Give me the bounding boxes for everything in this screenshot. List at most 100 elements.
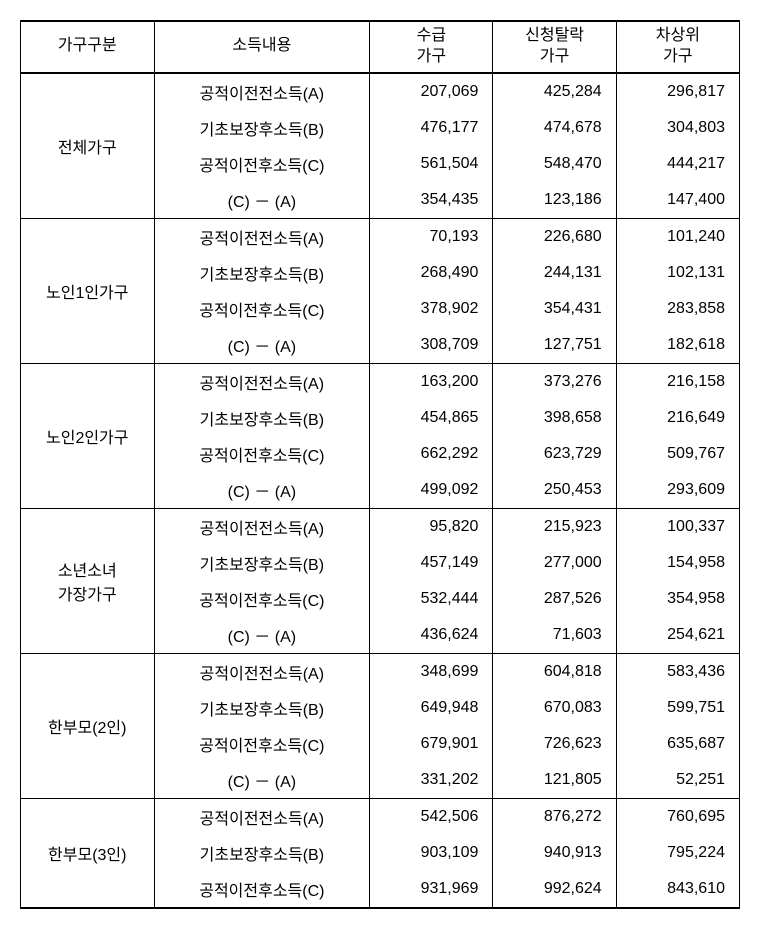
value-cell: 635,687 bbox=[616, 726, 739, 762]
col-header-rejected: 신청탈락가구 bbox=[493, 21, 616, 73]
income-label-cell: 공적이전전소득(A) bbox=[154, 218, 370, 255]
value-cell: 444,217 bbox=[616, 146, 739, 182]
value-cell: 795,224 bbox=[616, 835, 739, 871]
income-label-cell: 공적이전전소득(A) bbox=[154, 653, 370, 690]
income-label-cell: 기초보장후소득(B) bbox=[154, 690, 370, 726]
value-cell: 226,680 bbox=[493, 218, 616, 255]
value-cell: 474,678 bbox=[493, 110, 616, 146]
income-label-cell: 공적이전전소득(A) bbox=[154, 363, 370, 400]
category-cell: 전체가구 bbox=[21, 73, 155, 219]
value-cell: 662,292 bbox=[370, 436, 493, 472]
value-cell: 163,200 bbox=[370, 363, 493, 400]
value-cell: 457,149 bbox=[370, 545, 493, 581]
col-header-recipient: 수급가구 bbox=[370, 21, 493, 73]
value-cell: 532,444 bbox=[370, 581, 493, 617]
income-label-cell: (C) － (A) bbox=[154, 617, 370, 654]
value-cell: 378,902 bbox=[370, 291, 493, 327]
value-cell: 670,083 bbox=[493, 690, 616, 726]
value-cell: 70,193 bbox=[370, 218, 493, 255]
income-label-cell: 기초보장후소득(B) bbox=[154, 400, 370, 436]
value-cell: 425,284 bbox=[493, 73, 616, 110]
value-cell: 101,240 bbox=[616, 218, 739, 255]
value-cell: 254,621 bbox=[616, 617, 739, 654]
table-row: 노인1인가구공적이전전소득(A)70,193226,680101,240 bbox=[21, 218, 740, 255]
income-label-cell: 공적이전후소득(C) bbox=[154, 146, 370, 182]
value-cell: 843,610 bbox=[616, 871, 739, 908]
income-label-cell: 기초보장후소득(B) bbox=[154, 255, 370, 291]
category-cell: 한부모(2인) bbox=[21, 653, 155, 798]
value-cell: 760,695 bbox=[616, 798, 739, 835]
col-header-income: 소득내용 bbox=[154, 21, 370, 73]
value-cell: 95,820 bbox=[370, 508, 493, 545]
value-cell: 398,658 bbox=[493, 400, 616, 436]
value-cell: 147,400 bbox=[616, 182, 739, 219]
value-cell: 992,624 bbox=[493, 871, 616, 908]
value-cell: 52,251 bbox=[616, 762, 739, 799]
value-cell: 331,202 bbox=[370, 762, 493, 799]
category-cell: 노인2인가구 bbox=[21, 363, 155, 508]
income-label-cell: 공적이전후소득(C) bbox=[154, 581, 370, 617]
value-cell: 561,504 bbox=[370, 146, 493, 182]
table-row: 노인2인가구공적이전전소득(A)163,200373,276216,158 bbox=[21, 363, 740, 400]
income-label-cell: 공적이전전소득(A) bbox=[154, 73, 370, 110]
income-label-cell: 공적이전후소득(C) bbox=[154, 726, 370, 762]
value-cell: 903,109 bbox=[370, 835, 493, 871]
income-label-cell: (C) － (A) bbox=[154, 182, 370, 219]
table-header: 가구구분 소득내용 수급가구 신청탈락가구 차상위가구 bbox=[21, 21, 740, 73]
income-label-cell: 기초보장후소득(B) bbox=[154, 835, 370, 871]
value-cell: 123,186 bbox=[493, 182, 616, 219]
value-cell: 623,729 bbox=[493, 436, 616, 472]
income-label-cell: 공적이전후소득(C) bbox=[154, 871, 370, 908]
value-cell: 940,913 bbox=[493, 835, 616, 871]
value-cell: 71,603 bbox=[493, 617, 616, 654]
value-cell: 100,337 bbox=[616, 508, 739, 545]
value-cell: 542,506 bbox=[370, 798, 493, 835]
income-label-cell: (C) － (A) bbox=[154, 472, 370, 509]
income-table: 가구구분 소득내용 수급가구 신청탈락가구 차상위가구 전체가구공적이전전소득(… bbox=[20, 20, 740, 909]
value-cell: 509,767 bbox=[616, 436, 739, 472]
income-label-cell: (C) － (A) bbox=[154, 762, 370, 799]
value-cell: 931,969 bbox=[370, 871, 493, 908]
category-cell: 한부모(3인) bbox=[21, 798, 155, 908]
value-cell: 268,490 bbox=[370, 255, 493, 291]
value-cell: 649,948 bbox=[370, 690, 493, 726]
category-cell: 노인1인가구 bbox=[21, 218, 155, 363]
col-header-category: 가구구분 bbox=[21, 21, 155, 73]
value-cell: 348,699 bbox=[370, 653, 493, 690]
value-cell: 476,177 bbox=[370, 110, 493, 146]
table-body: 전체가구공적이전전소득(A)207,069425,284296,817기초보장후… bbox=[21, 73, 740, 908]
table-row: 전체가구공적이전전소득(A)207,069425,284296,817 bbox=[21, 73, 740, 110]
value-cell: 182,618 bbox=[616, 327, 739, 364]
income-label-cell: 기초보장후소득(B) bbox=[154, 545, 370, 581]
value-cell: 604,818 bbox=[493, 653, 616, 690]
value-cell: 215,923 bbox=[493, 508, 616, 545]
value-cell: 216,158 bbox=[616, 363, 739, 400]
value-cell: 436,624 bbox=[370, 617, 493, 654]
value-cell: 121,805 bbox=[493, 762, 616, 799]
income-label-cell: 기초보장후소득(B) bbox=[154, 110, 370, 146]
income-label-cell: 공적이전전소득(A) bbox=[154, 508, 370, 545]
income-label-cell: (C) － (A) bbox=[154, 327, 370, 364]
value-cell: 216,649 bbox=[616, 400, 739, 436]
income-label-cell: 공적이전전소득(A) bbox=[154, 798, 370, 835]
value-cell: 287,526 bbox=[493, 581, 616, 617]
value-cell: 876,272 bbox=[493, 798, 616, 835]
value-cell: 250,453 bbox=[493, 472, 616, 509]
value-cell: 373,276 bbox=[493, 363, 616, 400]
value-cell: 102,131 bbox=[616, 255, 739, 291]
col-header-nearpoor: 차상위가구 bbox=[616, 21, 739, 73]
value-cell: 583,436 bbox=[616, 653, 739, 690]
value-cell: 454,865 bbox=[370, 400, 493, 436]
value-cell: 354,431 bbox=[493, 291, 616, 327]
value-cell: 296,817 bbox=[616, 73, 739, 110]
value-cell: 548,470 bbox=[493, 146, 616, 182]
value-cell: 726,623 bbox=[493, 726, 616, 762]
value-cell: 308,709 bbox=[370, 327, 493, 364]
value-cell: 283,858 bbox=[616, 291, 739, 327]
category-cell: 소년소녀가장가구 bbox=[21, 508, 155, 653]
value-cell: 679,901 bbox=[370, 726, 493, 762]
value-cell: 499,092 bbox=[370, 472, 493, 509]
income-label-cell: 공적이전후소득(C) bbox=[154, 291, 370, 327]
value-cell: 599,751 bbox=[616, 690, 739, 726]
value-cell: 207,069 bbox=[370, 73, 493, 110]
